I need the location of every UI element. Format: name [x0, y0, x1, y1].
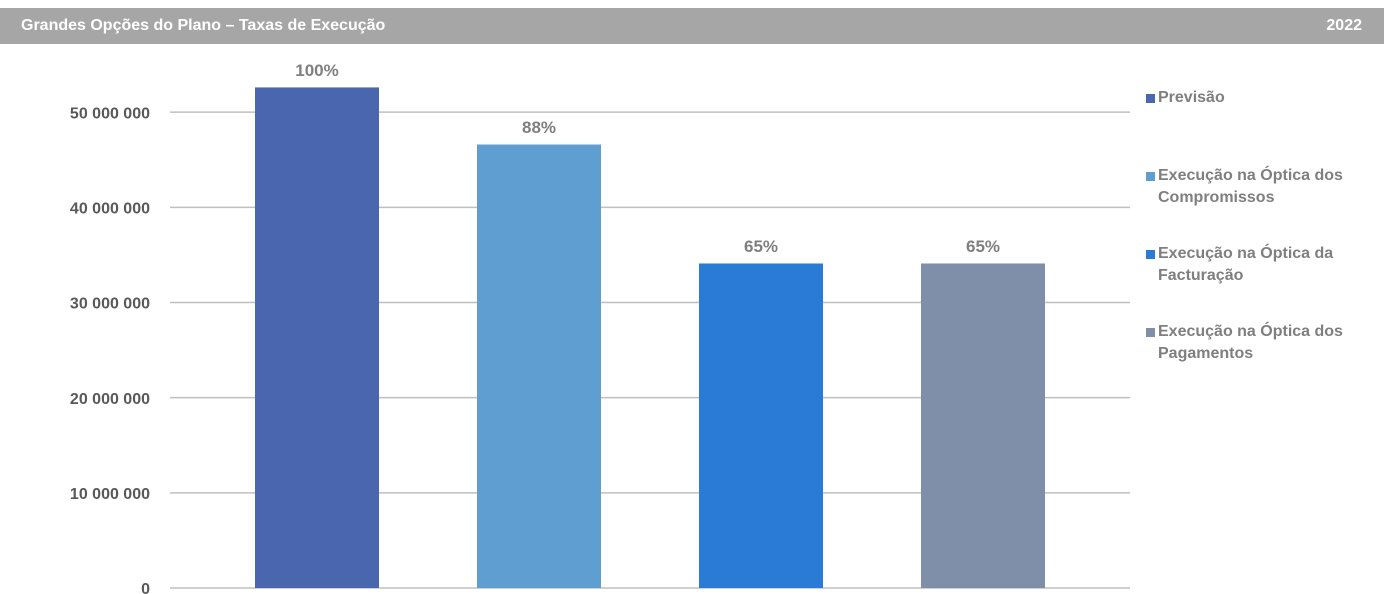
bar — [477, 144, 601, 589]
legend-label: Execução na Óptica dos Compromissos — [1158, 167, 1343, 206]
bar — [921, 263, 1045, 588]
data-label: 65% — [966, 237, 1000, 256]
legend-label: Execução na Óptica da Facturação — [1158, 245, 1334, 284]
y-tick-label: 30 000 000 — [70, 296, 150, 313]
legend-item: Execução na Óptica da Facturação — [1146, 243, 1378, 287]
legend-item: Previsão — [1146, 87, 1378, 109]
chart-subtitle: 2022 — [1326, 17, 1362, 34]
data-label: 100% — [295, 61, 338, 80]
legend-swatch — [1146, 94, 1155, 103]
legend-item: Execução na Óptica dos Pagamentos — [1146, 321, 1378, 365]
legend-item: Execução na Óptica dos Compromissos — [1146, 165, 1378, 209]
y-tick-label: 20 000 000 — [70, 391, 150, 408]
legend-label: Execução na Óptica dos Pagamentos — [1158, 323, 1343, 362]
legend-swatch — [1146, 250, 1155, 259]
data-label: 65% — [744, 237, 778, 256]
data-label: 88% — [522, 118, 556, 137]
legend-swatch — [1146, 328, 1155, 337]
legend-swatch — [1146, 172, 1155, 181]
header-bar: Grandes Opções do Plano – Taxas de Execu… — [0, 8, 1384, 44]
y-tick-label: 50 000 000 — [70, 105, 150, 122]
legend-label: Previsão — [1158, 89, 1225, 106]
y-tick-label: 10 000 000 — [70, 486, 150, 503]
y-tick-label: 40 000 000 — [70, 201, 150, 218]
bar — [699, 263, 823, 588]
y-tick-label: 0 — [141, 581, 150, 594]
chart-title: Grandes Opções do Plano – Taxas de Execu… — [21, 17, 386, 34]
bar — [255, 87, 379, 588]
